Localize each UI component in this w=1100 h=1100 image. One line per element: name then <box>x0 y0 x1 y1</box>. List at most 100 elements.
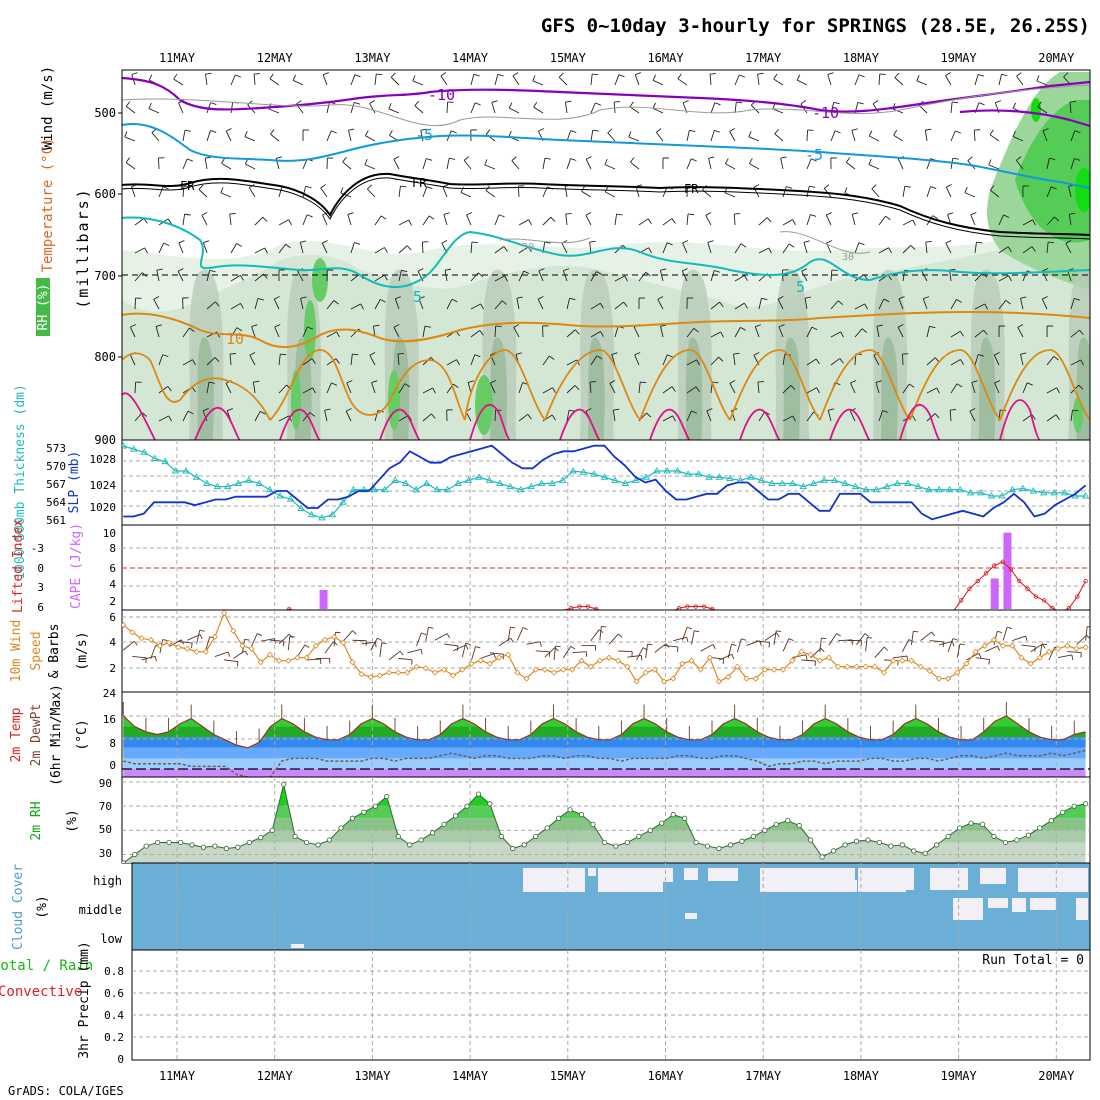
wind-speed-point <box>266 651 273 658</box>
wind-barb <box>878 73 886 86</box>
wind-barb <box>420 128 427 142</box>
wind-barb <box>851 128 858 142</box>
wind-barb <box>260 638 276 644</box>
wind-barb <box>244 130 256 142</box>
wind-barb <box>565 212 572 226</box>
wind-barb <box>302 185 312 198</box>
wind-barb <box>278 243 291 254</box>
wind-speed-point <box>688 657 695 664</box>
wind-barb <box>542 355 555 366</box>
thickness-point <box>558 476 567 483</box>
wind-barb <box>178 240 185 254</box>
date-label: 16MAY <box>647 51 684 65</box>
date-label: 19MAY <box>941 1069 978 1083</box>
wind-barb <box>205 72 212 86</box>
wind-barb <box>1046 325 1054 338</box>
wind-speed-point <box>1036 654 1043 661</box>
wind-barb <box>922 296 930 310</box>
wind-speed-point <box>505 651 512 658</box>
thickness-point <box>611 476 619 483</box>
thickness-point <box>454 479 462 486</box>
temp-contour-neg5 <box>122 123 1090 189</box>
thickness-point <box>129 445 138 452</box>
temp2m-panel: 24 16 8 0 2m Temp 2m DewPt (6hr Min/Max)… <box>9 684 1091 786</box>
temp-label-a: 2m Temp <box>9 707 24 762</box>
contour-label: 5 <box>413 288 422 306</box>
wind-barb <box>326 269 334 282</box>
wind-barb <box>749 158 760 170</box>
wind-speed-point <box>945 675 952 682</box>
wind-speed-point <box>670 675 677 682</box>
wind-barb <box>558 72 568 86</box>
wind-barb <box>324 641 338 654</box>
wind-barb <box>480 653 496 659</box>
wind-speed-point <box>1073 645 1080 652</box>
wind-barb <box>800 100 808 114</box>
thickness-point <box>966 489 975 496</box>
wind-barb <box>340 187 352 198</box>
wind-barb <box>412 75 424 86</box>
lifted-index-point <box>1017 578 1022 584</box>
wind-barb <box>777 296 784 310</box>
wind-speed-point <box>1055 645 1062 652</box>
rh-point <box>292 833 298 840</box>
temp-band <box>123 758 1086 770</box>
wind-barb <box>369 100 376 114</box>
contour-label: 30 <box>842 252 854 263</box>
wind-speed-point <box>514 669 521 676</box>
wind-barb <box>326 382 338 394</box>
upper-y-tickmarks <box>118 112 122 358</box>
rh-point <box>395 833 401 840</box>
thickness-point <box>924 485 933 493</box>
wind-barb <box>1017 324 1024 338</box>
wind-barb <box>122 640 138 651</box>
wind-label-b: Speed <box>29 631 44 670</box>
cloud-cover-panel: high middle low Cloud Cover (%) <box>11 862 1091 951</box>
wind-barb <box>1065 240 1072 254</box>
wind-barb <box>273 296 280 310</box>
rh-point <box>200 844 207 850</box>
wind-barb <box>974 74 985 86</box>
rh-band <box>123 842 1086 863</box>
wind-speed-point <box>624 663 631 670</box>
wind-barb <box>1002 626 1013 641</box>
wind-barb <box>950 383 963 394</box>
wind-barb <box>230 243 242 254</box>
wind-barb <box>370 637 382 651</box>
contour-label: -10 <box>428 86 455 104</box>
wind-speed-point <box>761 666 768 673</box>
wind-barb <box>998 246 1012 254</box>
thickness-point <box>328 510 337 518</box>
wind-barb <box>398 245 412 254</box>
wind-speed-point <box>706 654 713 661</box>
wind-barb <box>124 131 136 142</box>
thickness-point <box>182 467 190 474</box>
wind-barb <box>269 73 280 86</box>
wind-barb <box>278 269 285 282</box>
lifted-index-point <box>992 563 997 568</box>
temp-tick: 0 <box>109 759 116 772</box>
wind-barb <box>1041 296 1048 310</box>
rh-point <box>808 837 814 843</box>
wind-barb <box>827 408 835 422</box>
lifted-cape-panel: -3 0 3 6 10 8 6 4 2 Lifted Index CAPE (J… <box>11 519 1091 614</box>
thickness-point <box>475 473 483 480</box>
wind-barb <box>989 185 1000 198</box>
slp-tick: 1028 <box>90 453 117 466</box>
wind-barb <box>494 214 505 226</box>
wind-barb <box>734 302 748 310</box>
wind-barb <box>398 269 408 282</box>
wind-speed-point <box>770 666 778 673</box>
thickness-point <box>998 492 1006 499</box>
wind-tick: 6 <box>109 611 116 624</box>
wind-barb <box>945 72 952 86</box>
rh-shading-max <box>475 375 493 435</box>
thickness-point <box>443 485 452 493</box>
clear-sky-block <box>980 868 1006 884</box>
wind-barb <box>494 73 504 86</box>
wind-barb <box>638 271 651 282</box>
wind-barb <box>663 645 679 652</box>
wind-barb <box>134 381 142 394</box>
wind-barb <box>806 358 820 366</box>
wind-barb <box>645 643 653 659</box>
